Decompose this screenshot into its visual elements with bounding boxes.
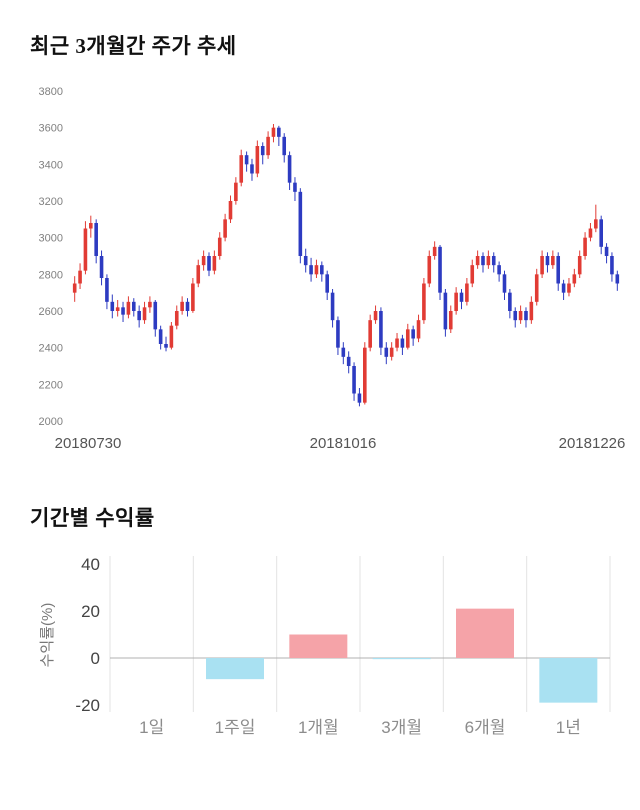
- returns-bar-chart: 40 20 0 -20 수익률(%) 1일 1주일 1개월 3개월 6개월 1년: [39, 555, 611, 737]
- svg-text:3개월: 3개월: [381, 718, 422, 737]
- return-bar: [289, 634, 348, 658]
- svg-text:1주일: 1주일: [215, 718, 256, 737]
- svg-text:40: 40: [81, 555, 100, 574]
- price-chart-title: 최근 3개월간 주가 추세: [30, 34, 237, 58]
- return-bar: [456, 608, 514, 658]
- svg-text:3600: 3600: [39, 123, 63, 135]
- svg-text:20: 20: [81, 602, 100, 621]
- svg-text:수익률(%): 수익률(%): [39, 603, 56, 668]
- return-bar: [206, 658, 264, 680]
- svg-text:-20: -20: [75, 696, 100, 715]
- svg-text:2200: 2200: [39, 379, 63, 391]
- svg-text:2000: 2000: [39, 416, 63, 428]
- return-bar: [539, 658, 598, 703]
- svg-text:0: 0: [91, 649, 100, 668]
- svg-text:3000: 3000: [39, 233, 63, 245]
- price-candlestick-chart: 3800 3600 3400 3200 3000 2800 2600 2400 2200 2000…: [39, 86, 626, 452]
- svg-text:3800: 3800: [39, 86, 63, 98]
- svg-text:2600: 2600: [39, 306, 63, 318]
- svg-text:1일: 1일: [139, 718, 164, 737]
- svg-text:20181016: 20181016: [310, 435, 377, 452]
- svg-text:20181226: 20181226: [559, 435, 626, 452]
- svg-text:20180730: 20180730: [55, 435, 122, 452]
- returns-chart-title: 기간별 수익률: [30, 506, 155, 530]
- svg-text:1개월: 1개월: [298, 718, 339, 737]
- svg-text:3400: 3400: [39, 159, 63, 171]
- svg-text:3200: 3200: [39, 196, 63, 208]
- svg-text:6개월: 6개월: [465, 718, 506, 737]
- return-bar: [372, 658, 431, 660]
- svg-text:1년: 1년: [556, 718, 581, 737]
- svg-text:2400: 2400: [39, 343, 63, 355]
- svg-text:2800: 2800: [39, 269, 63, 281]
